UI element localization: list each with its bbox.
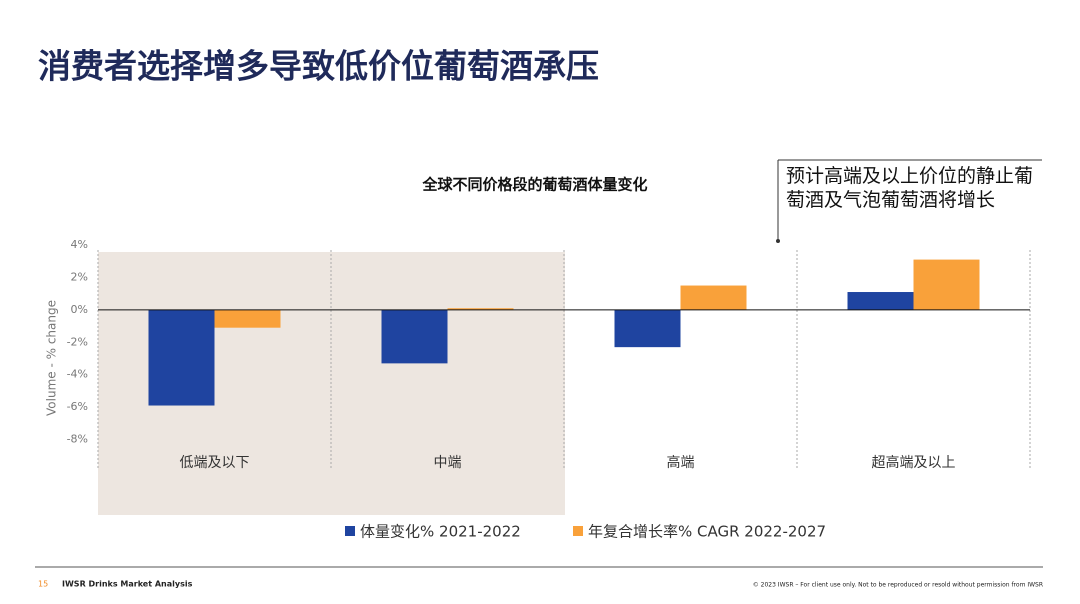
y-tick-label: 2% xyxy=(71,270,88,283)
x-tick-label: 中端 xyxy=(434,455,462,471)
slide-title: 消费者选择增多导致低价位葡萄酒承压 xyxy=(38,47,599,86)
callout-dot xyxy=(776,239,780,243)
x-tick-label: 高端 xyxy=(667,454,695,471)
bar xyxy=(680,285,747,310)
legend-label: 体量变化% 2021-2022 xyxy=(360,523,521,541)
y-tick-label: -2% xyxy=(67,335,88,348)
bar xyxy=(447,308,514,310)
y-tick-label: 4% xyxy=(71,238,88,251)
y-tick-label: -6% xyxy=(67,400,88,413)
x-tick-label: 低端及以下 xyxy=(180,455,250,471)
legend-swatch xyxy=(573,526,583,536)
bar xyxy=(614,309,681,348)
y-tick-label: -4% xyxy=(67,368,88,381)
page-number: 15 xyxy=(38,580,48,589)
legend-label: 年复合增长率% CAGR 2022-2027 xyxy=(588,523,826,541)
bar xyxy=(381,309,448,364)
annotation: 预计高端及以上价位的静止葡萄酒及气泡葡萄酒将增长 xyxy=(786,165,1034,211)
y-tick-label: 0% xyxy=(71,303,88,316)
bar xyxy=(148,309,215,406)
legend-swatch xyxy=(345,526,355,536)
x-tick-label: 超高端及以上 xyxy=(872,454,956,471)
chart-title: 全球不同价格段的葡萄酒体量变化 xyxy=(421,176,647,194)
bar xyxy=(913,259,980,310)
bar xyxy=(847,292,914,310)
copyright: © 2023 IWSR – For client use only. Not t… xyxy=(753,582,1043,589)
y-tick-label: -8% xyxy=(67,433,88,446)
brand: IWSR Drinks Market Analysis xyxy=(62,580,193,589)
bar xyxy=(214,309,281,328)
y-axis-label: Volume - % change xyxy=(45,300,59,416)
